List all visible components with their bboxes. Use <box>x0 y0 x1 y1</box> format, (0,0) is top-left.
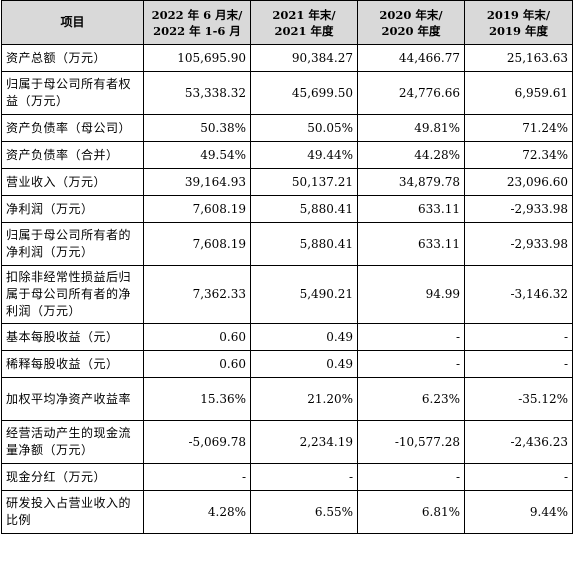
cell-value: 633.11 <box>357 222 465 266</box>
table-row: 基本每股收益（元） 0.60 0.49 - - <box>1 323 573 351</box>
cell-value: - <box>464 350 573 378</box>
row-label: 资产总额（万元） <box>1 44 144 72</box>
header-line: 2021 年度 <box>274 23 334 38</box>
cell-value: 45,699.50 <box>250 71 358 115</box>
table-row: 经营活动产生的现金流量净额（万元） -5,069.78 2,234.19 -10… <box>1 420 573 464</box>
cell-value: 34,879.78 <box>357 168 465 196</box>
cell-value: 5,490.21 <box>250 265 358 324</box>
cell-value: 94.99 <box>357 265 465 324</box>
cell-value: - <box>357 323 465 351</box>
cell-value: -3,146.32 <box>464 265 573 324</box>
cell-value: - <box>357 463 465 491</box>
header-line: 2020 年度 <box>381 23 441 38</box>
row-label: 资产负债率（合并） <box>1 141 144 169</box>
row-label: 归属于母公司所有者权益（万元） <box>1 71 144 115</box>
table-header-row: 项目 2022 年 6 月末/ 2022 年 1-6 月 2021 年末/ 20… <box>1 0 573 45</box>
cell-value: 6.23% <box>357 377 465 421</box>
cell-value: 44,466.77 <box>357 44 465 72</box>
cell-value: 0.49 <box>250 350 358 378</box>
cell-value: 50,137.21 <box>250 168 358 196</box>
cell-value: 9.44% <box>464 490 573 534</box>
header-line: 2021 年末/ <box>272 7 336 22</box>
cell-value: 15.36% <box>143 377 251 421</box>
cell-value: 633.11 <box>357 195 465 223</box>
cell-value: -5,069.78 <box>143 420 251 464</box>
financial-data-table: 项目 2022 年 6 月末/ 2022 年 1-6 月 2021 年末/ 20… <box>1 0 573 534</box>
cell-value: 90,384.27 <box>250 44 358 72</box>
cell-value: 50.05% <box>250 114 358 142</box>
cell-value: 50.38% <box>143 114 251 142</box>
row-label: 营业收入（万元） <box>1 168 144 196</box>
cell-value: -2,436.23 <box>464 420 573 464</box>
row-label: 加权平均净资产收益率 <box>1 377 144 421</box>
table-row: 归属于母公司所有者权益（万元） 53,338.32 45,699.50 24,7… <box>1 71 573 115</box>
cell-value: - <box>250 463 358 491</box>
cell-value: 72.34% <box>464 141 573 169</box>
cell-value: 44.28% <box>357 141 465 169</box>
cell-value: 6.81% <box>357 490 465 534</box>
cell-value: -2,933.98 <box>464 195 573 223</box>
row-label: 研发投入占营业收入的比例 <box>1 490 144 534</box>
cell-value: -10,577.28 <box>357 420 465 464</box>
header-line: 2022 年 1-6 月 <box>153 23 241 38</box>
cell-value: -35.12% <box>464 377 573 421</box>
cell-value: 4.28% <box>143 490 251 534</box>
header-line: 2020 年末/ <box>379 7 443 22</box>
cell-value: 49.54% <box>143 141 251 169</box>
cell-value: 0.49 <box>250 323 358 351</box>
cell-value: 39,164.93 <box>143 168 251 196</box>
cell-value: 71.24% <box>464 114 573 142</box>
table-row: 现金分红（万元） - - - - <box>1 463 573 491</box>
header-period-2019: 2019 年末/ 2019 年度 <box>464 0 573 45</box>
cell-value: - <box>464 463 573 491</box>
cell-value: 5,880.41 <box>250 195 358 223</box>
cell-value: 0.60 <box>143 350 251 378</box>
header-period-2020: 2020 年末/ 2020 年度 <box>357 0 465 45</box>
header-line: 2019 年末/ <box>486 7 551 22</box>
table-row: 资产负债率（合并） 49.54% 49.44% 44.28% 72.34% <box>1 141 573 169</box>
table-row: 资产负债率（母公司） 50.38% 50.05% 49.81% 71.24% <box>1 114 573 142</box>
header-line: 2019 年度 <box>488 23 548 38</box>
table-row: 归属于母公司所有者的净利润（万元） 7,608.19 5,880.41 633.… <box>1 222 573 266</box>
cell-value: - <box>357 350 465 378</box>
cell-value: 105,695.90 <box>143 44 251 72</box>
row-label: 现金分红（万元） <box>1 463 144 491</box>
cell-value: 21.20% <box>250 377 358 421</box>
cell-value: 7,608.19 <box>143 195 251 223</box>
table-row: 营业收入（万元） 39,164.93 50,137.21 34,879.78 2… <box>1 168 573 196</box>
cell-value: 7,608.19 <box>143 222 251 266</box>
table-row: 稀释每股收益（元） 0.60 0.49 - - <box>1 350 573 378</box>
cell-value: 7,362.33 <box>143 265 251 324</box>
cell-value: 0.60 <box>143 323 251 351</box>
cell-value: 25,163.63 <box>464 44 573 72</box>
cell-value: - <box>143 463 251 491</box>
cell-value: 49.44% <box>250 141 358 169</box>
row-label: 净利润（万元） <box>1 195 144 223</box>
cell-value: 53,338.32 <box>143 71 251 115</box>
cell-value: -2,933.98 <box>464 222 573 266</box>
table-row: 扣除非经常性损益后归属于母公司所有者的净利润（万元） 7,362.33 5,49… <box>1 265 573 324</box>
cell-value: 24,776.66 <box>357 71 465 115</box>
cell-value: 6.55% <box>250 490 358 534</box>
header-period-2021: 2021 年末/ 2021 年度 <box>250 0 358 45</box>
cell-value: 2,234.19 <box>250 420 358 464</box>
row-label: 扣除非经常性损益后归属于母公司所有者的净利润（万元） <box>1 265 144 324</box>
table-row: 加权平均净资产收益率 15.36% 21.20% 6.23% -35.12% <box>1 377 573 421</box>
cell-value: 6,959.61 <box>464 71 573 115</box>
cell-value: - <box>464 323 573 351</box>
row-label: 归属于母公司所有者的净利润（万元） <box>1 222 144 266</box>
cell-value: 23,096.60 <box>464 168 573 196</box>
row-label: 基本每股收益（元） <box>1 323 144 351</box>
row-label: 稀释每股收益（元） <box>1 350 144 378</box>
cell-value: 5,880.41 <box>250 222 358 266</box>
table-row: 净利润（万元） 7,608.19 5,880.41 633.11 -2,933.… <box>1 195 573 223</box>
header-period-2022h1: 2022 年 6 月末/ 2022 年 1-6 月 <box>143 0 251 45</box>
table-row: 资产总额（万元） 105,695.90 90,384.27 44,466.77 … <box>1 44 573 72</box>
header-line: 2022 年 6 月末/ <box>151 7 243 22</box>
cell-value: 49.81% <box>357 114 465 142</box>
table-row: 研发投入占营业收入的比例 4.28% 6.55% 6.81% 9.44% <box>1 490 573 534</box>
header-item: 项目 <box>1 0 144 45</box>
row-label: 资产负债率（母公司） <box>1 114 144 142</box>
row-label: 经营活动产生的现金流量净额（万元） <box>1 420 144 464</box>
